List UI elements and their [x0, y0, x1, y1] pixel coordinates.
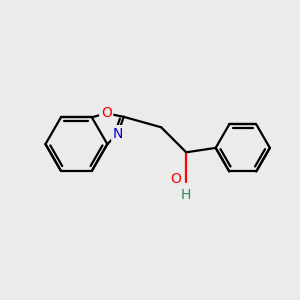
Text: H: H [181, 188, 191, 202]
Text: O: O [170, 172, 182, 186]
Text: N: N [113, 127, 123, 141]
Text: O: O [101, 106, 112, 120]
